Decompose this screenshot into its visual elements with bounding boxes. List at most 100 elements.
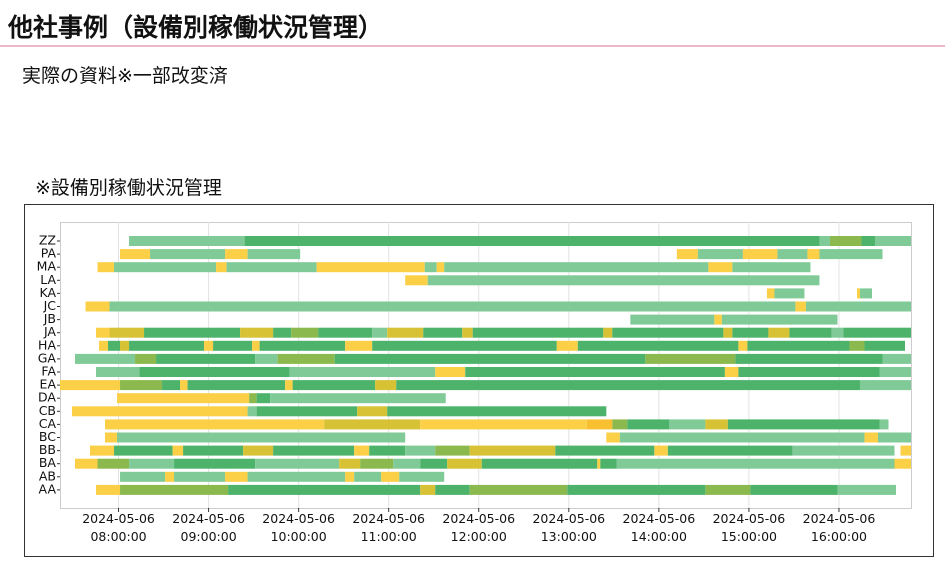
segment [292, 380, 376, 391]
y-tick-label: EA [40, 377, 57, 392]
x-tick-label: 2024-05-06 12:00:00 [442, 511, 515, 544]
segment [75, 353, 136, 364]
segment [114, 262, 217, 273]
y-tick-label: PA [41, 246, 57, 261]
segment [247, 471, 346, 482]
segment [256, 406, 358, 417]
segment [900, 445, 911, 456]
chart-heading: ※設備別稼働状況管理 [35, 177, 222, 199]
y-tick-label: KA [39, 285, 56, 300]
segment [249, 393, 257, 404]
segment [120, 484, 229, 495]
segment [252, 340, 260, 351]
segment [129, 236, 245, 246]
segment [721, 314, 838, 325]
y-tick-label: CA [39, 416, 57, 431]
segment [247, 249, 301, 260]
segment [144, 327, 241, 338]
segment [318, 327, 373, 338]
y-tick-label: JA [43, 324, 56, 339]
segment [387, 327, 424, 338]
segment [396, 380, 860, 391]
segment [97, 262, 115, 273]
segment [105, 432, 118, 443]
segment [99, 340, 109, 351]
y-tick-label: FA [41, 364, 56, 379]
segment [339, 458, 361, 469]
segment [667, 445, 793, 456]
segment [150, 249, 226, 260]
segment [606, 432, 620, 443]
y-tick-label: JC [43, 298, 57, 313]
segment [105, 419, 325, 430]
segment [723, 327, 733, 338]
segment [375, 380, 397, 391]
segment [174, 458, 256, 469]
segment [228, 484, 421, 495]
segment [732, 327, 769, 338]
y-tick-label: CB [39, 403, 56, 418]
segment [405, 275, 428, 286]
segment [256, 393, 271, 404]
segment [423, 327, 463, 338]
segment [213, 340, 253, 351]
segment [747, 340, 850, 351]
segment [174, 471, 226, 482]
segment [60, 380, 121, 391]
y-tick-label: DA [38, 390, 56, 405]
segment [72, 406, 248, 417]
segment [291, 327, 319, 338]
segment [285, 380, 293, 391]
segment [805, 301, 911, 312]
segment [669, 419, 706, 430]
slide-title: 他社事例（設備別稼働状況管理） [7, 13, 383, 42]
segment [774, 288, 805, 299]
segment [117, 432, 406, 443]
segment [244, 236, 820, 246]
labels: 2024-05-06 08:00:00 2024-05-06 09:00:00 2024… [37, 233, 876, 545]
segment [162, 380, 181, 391]
segment [676, 249, 698, 260]
segment [420, 458, 448, 469]
segment [97, 458, 130, 469]
segment [738, 367, 880, 377]
segment [444, 262, 709, 273]
x-tick-label: 2024-05-06 11:00:00 [352, 511, 425, 544]
y-tick-label: BA [39, 455, 57, 470]
segment [600, 458, 617, 469]
segment [708, 262, 733, 273]
segment [225, 249, 248, 260]
segment [819, 249, 883, 260]
segment [273, 327, 292, 338]
segment [85, 301, 110, 312]
segment [435, 484, 470, 495]
x-tick-label: 2024-05-06 09:00:00 [172, 511, 245, 544]
segment [129, 458, 175, 469]
segment [436, 262, 445, 273]
subtitle: 実際の資料※一部改変済 [22, 65, 228, 87]
segment [420, 419, 587, 430]
segment [732, 262, 811, 273]
segment [750, 484, 838, 495]
segment [742, 249, 778, 260]
segment [225, 471, 248, 482]
segment [807, 249, 820, 260]
segment [705, 419, 728, 430]
segment [334, 353, 646, 364]
segment [75, 458, 98, 469]
segment [577, 340, 739, 351]
y-tick-label: LA [40, 272, 56, 287]
y-tick-label: BC [39, 429, 56, 444]
segment [469, 484, 568, 495]
segment [879, 367, 911, 377]
segment [435, 367, 466, 377]
y-tick-label: ZZ [39, 233, 56, 248]
segment [435, 445, 470, 456]
segment [243, 445, 274, 456]
segment [864, 432, 878, 443]
segment [129, 340, 205, 351]
segment [120, 471, 166, 482]
segment [619, 432, 865, 443]
segment [289, 367, 436, 377]
segment [597, 458, 601, 469]
